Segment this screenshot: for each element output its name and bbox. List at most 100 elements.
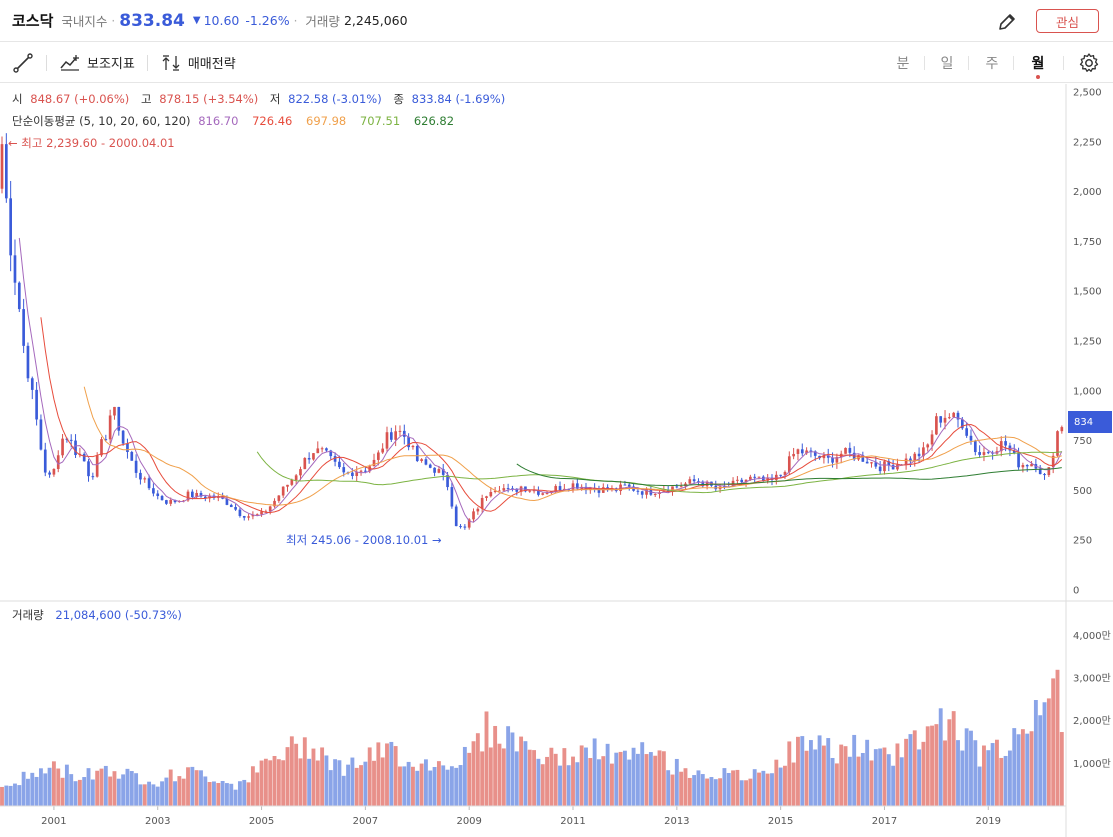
volume-bar [1051,678,1056,806]
period-divider [924,56,925,70]
volume-bar [605,743,610,806]
candle-body [61,438,64,456]
chart-canvas[interactable]: 2,500 2,250 2,000 1,750 1,500 1,250 1,000 750 50… [0,84,1113,837]
candle-body [861,455,865,462]
period-tab-minute[interactable]: 분 [896,56,910,72]
volume-bar [259,760,264,806]
candle-body [779,474,782,476]
time-tick-label: 2017 [872,816,897,827]
candle-body [588,487,592,491]
volume-bar [648,752,653,806]
chart-toolbar: 보조지표 매매전략 분 일 주 월 [0,43,1113,83]
volume-bar [315,760,320,806]
price-change-percent: -1.26% [245,13,290,28]
volume-bar [744,780,748,806]
candle-body [446,474,449,488]
chart-area[interactable]: 2,500 2,250 2,000 1,750 1,500 1,250 1,000 750 50… [0,84,1113,837]
volume-bar [839,744,844,806]
volume-bar [129,771,134,806]
volume-bar [813,749,818,806]
volume-bar [13,783,17,806]
candle-body [571,483,575,490]
candle-body [147,478,151,489]
volume-bar [778,767,783,806]
candle-body [208,495,211,499]
volume-bar [38,768,43,806]
candle-body [757,476,761,478]
period-divider [968,56,969,70]
indicator-button[interactable]: 보조지표 [59,53,135,72]
volume-bar [804,750,809,806]
period-tab-month[interactable]: 월 [1023,43,1053,83]
candle-body [749,476,752,480]
volume-bar [1046,698,1051,806]
volume-bar [614,752,619,806]
candle-body [450,487,454,507]
volume-bar [514,751,519,806]
candle-body [312,453,315,460]
volume-bar [26,778,30,806]
volume-bar [207,782,212,806]
candle-body [121,430,125,444]
line-draw-tool[interactable] [12,52,34,74]
volume-bar [263,758,268,806]
volume-bar [692,775,697,806]
volume-bar [796,736,800,806]
volume-bar [454,767,459,806]
candle-body [411,445,415,448]
volume-bar [1016,734,1021,806]
volume-bar [1020,729,1025,806]
volume-bar [770,773,774,806]
high-value: 878.15 (+3.54%) [159,92,259,106]
candle-body [744,479,748,483]
volume-bar [705,778,710,806]
volume-bar [43,773,48,806]
candle-body [597,489,601,493]
volume-bar [60,777,65,806]
candle-body [939,416,943,423]
volume-bar [532,750,537,806]
volume-bar [173,781,177,806]
volume-bar [177,776,182,806]
volume-bar [964,728,969,806]
strategy-button[interactable]: 매매전략 [160,53,236,72]
ma120-value: 626.82 [413,114,455,128]
volume-bar [925,726,930,806]
volume-bar [363,761,368,806]
volume-bar [423,759,428,806]
candle-body [848,447,852,453]
period-tab-week[interactable]: 주 [985,56,999,72]
price-tick-label: 2,000 [1073,187,1102,198]
volume-bar [225,783,229,806]
volume-bar [696,770,701,806]
favorite-button[interactable]: 관심 [1036,9,1099,33]
volume-bar [289,736,294,806]
candle-body [22,309,25,346]
volume-bar [147,781,152,806]
candle-body [13,255,17,283]
candle-body [904,458,908,466]
volume-tick-label: 2,000만 [1073,715,1111,727]
volume-bar [385,743,389,806]
price-tick-label: 1,000 [1073,386,1102,397]
volume-bar [718,778,723,806]
volume-bar [597,759,601,806]
volume-bar [398,766,402,806]
period-tab-day[interactable]: 일 [940,56,954,72]
candle-body [1030,464,1033,467]
volume-bar [411,766,415,806]
candle-body [480,497,484,509]
gear-icon[interactable] [1078,52,1100,74]
candle-body [986,452,990,454]
volume-bar [294,743,299,806]
candle-body [255,514,259,516]
candle-body [489,492,493,497]
pencil-icon[interactable] [996,11,1018,33]
price-tick-label: 250 [1073,536,1092,547]
volume-bar [250,766,255,806]
time-tick-label: 2001 [41,816,66,827]
volume-bar [458,765,463,806]
volume-bar [125,768,130,806]
ma5-line [18,237,1063,523]
price-tick-label: 1,500 [1073,287,1102,298]
